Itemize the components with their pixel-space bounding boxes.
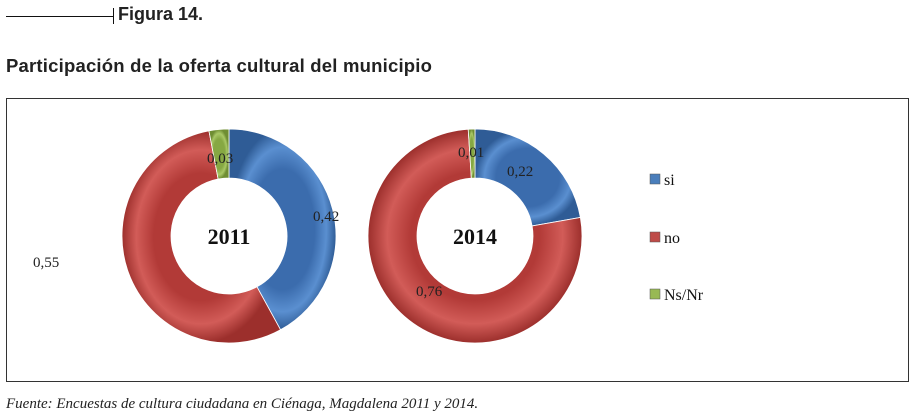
- legend-swatch-Ns/Nr: [649, 288, 661, 300]
- chart-svg: 0,42 0,55 0,03 2011 0,22 0,76 0,01 2014 si no Ns/N…: [33, 128, 704, 344]
- legend-label-si: si: [664, 172, 675, 189]
- donut-2011-slice-no: [121, 130, 282, 344]
- legend-label-Ns/Nr: Ns/Nr: [664, 287, 704, 304]
- figure-rule: [6, 16, 114, 17]
- chart-legend: si no Ns/Nr: [649, 172, 704, 304]
- donut-center-label-2014: 2014: [453, 224, 497, 249]
- legend-label-no: no: [664, 230, 680, 247]
- donut-center-label-2011: 2011: [208, 224, 251, 249]
- donut-2011-slice-si: [228, 128, 337, 331]
- donut-2014: 0,22 0,76 0,01 2014: [367, 128, 583, 344]
- legend-swatch-si: [649, 173, 661, 185]
- legend-swatch-no: [649, 231, 661, 243]
- donut-2014-label-si: 0,22: [507, 164, 533, 180]
- donut-2011-label-si: 0,42: [313, 209, 339, 225]
- figure-label: Figura 14.: [118, 4, 204, 24]
- donut-2014-slice-si: [474, 128, 581, 227]
- donut-2011-label-no: 0,55: [33, 255, 59, 271]
- source-note: Fuente: Encuestas de cultura ciudadana e…: [6, 396, 479, 412]
- donut-2011-slice-Ns/Nr: [208, 128, 230, 180]
- donut-2011-label-Ns/Nr: 0,03: [207, 151, 233, 167]
- figure-rule-tick: [113, 8, 114, 24]
- donut-2014-label-no: 0,76: [416, 284, 443, 300]
- donut-2011: 0,42 0,55 0,03 2011: [33, 128, 339, 344]
- chart-title: Participación de la oferta cultural del …: [6, 55, 433, 76]
- chart-frame: 0,42 0,55 0,03 2011 0,22 0,76 0,01 2014 si no Ns/N…: [6, 98, 909, 382]
- donut-2014-label-Ns/Nr: 0,01: [458, 145, 484, 161]
- donut-2014-slice-no: [367, 128, 583, 344]
- donut-2014-slice-Ns/Nr: [467, 128, 476, 179]
